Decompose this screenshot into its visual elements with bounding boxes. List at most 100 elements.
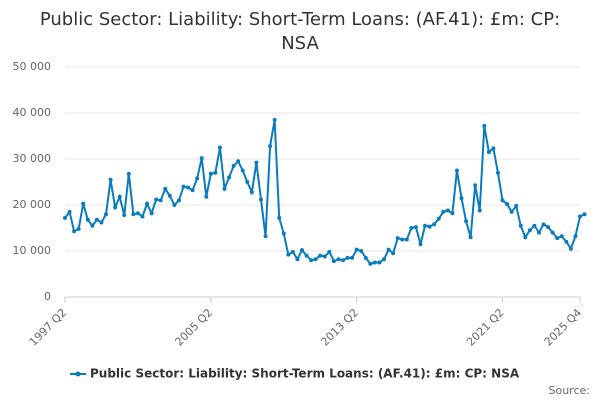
data-point [363,255,368,260]
data-point [231,163,236,168]
data-point [382,257,387,262]
data-point [299,248,304,253]
data-point [227,175,232,180]
data-point [418,242,423,247]
data-point [436,216,441,221]
data-point [167,193,172,198]
data-point [441,209,446,214]
data-point [290,249,295,254]
data-point [527,228,532,233]
y-tick-label: 30 000 [13,152,52,165]
data-point [131,212,136,217]
data-point [245,180,250,184]
data-point [172,203,177,207]
data-point [518,223,523,228]
data-point [249,190,254,195]
data-point [495,170,500,175]
y-tick-label: 10 000 [13,244,52,257]
data-point [505,202,510,207]
data-point [213,170,218,175]
data-point [391,251,396,256]
data-point [313,257,318,262]
data-point [523,235,528,240]
data-point [195,176,200,181]
data-point [145,201,150,206]
data-point [76,226,81,231]
data-point [509,209,514,214]
data-point [372,260,377,265]
data-point [486,150,491,155]
legend-label: Public Sector: Liability: Short-Term Loa… [90,367,520,381]
data-point [81,201,86,206]
data-point [222,186,227,191]
data-point [254,160,259,165]
data-point [240,168,245,173]
data-point [331,259,336,264]
data-point [582,212,587,217]
data-point [473,183,478,188]
data-point [272,117,277,122]
data-point [573,234,578,239]
data-point [268,144,273,149]
x-tick-label: 2021 Q2 [464,306,507,349]
x-tick-label: 2025 Q4 [542,306,585,349]
data-point [117,194,122,199]
data-point [236,159,241,164]
x-tick-label: 2005 Q2 [173,306,216,349]
data-point [309,258,314,263]
data-point [304,253,309,258]
data-point [140,214,145,219]
data-point [154,197,159,202]
data-point [277,215,282,220]
data-point [263,234,268,239]
data-point [90,223,95,228]
data-point [578,214,582,219]
y-tick-label: 20 000 [13,198,52,211]
data-point [514,203,519,208]
data-point [135,211,140,216]
data-point [432,222,437,227]
data-point [122,213,127,218]
data-point [400,237,405,242]
data-point [368,261,373,266]
data-point [322,254,327,259]
data-point [359,249,364,253]
data-point [427,224,432,229]
data-point [336,257,341,262]
data-point [423,223,428,228]
data-point [204,194,209,199]
data-point [564,239,569,244]
data-point [199,156,204,161]
data-point [99,220,104,225]
data-point [258,197,263,202]
data-point [281,231,286,236]
data-point [163,186,168,191]
data-point [217,145,222,150]
data-point [208,171,213,176]
x-tick-label: 1997 Q2 [27,306,70,349]
data-point [450,211,455,216]
data-point [158,198,163,203]
data-point [318,253,323,258]
legend-marker [75,371,81,377]
data-point [404,237,409,242]
data-point [464,219,469,224]
data-point [350,255,355,260]
data-point [445,208,450,213]
data-point [491,146,496,151]
y-tick-label: 0 [44,290,51,303]
data-point [409,226,414,230]
data-point [395,236,400,241]
data-point [354,247,359,252]
data-point [94,217,99,222]
data-point [377,260,382,265]
data-point [327,249,332,254]
data-point [482,123,487,128]
x-tick-label: 2013 Q2 [318,306,361,349]
data-point [104,212,109,217]
data-point [546,225,551,230]
data-point [190,188,195,193]
data-point [67,209,72,214]
